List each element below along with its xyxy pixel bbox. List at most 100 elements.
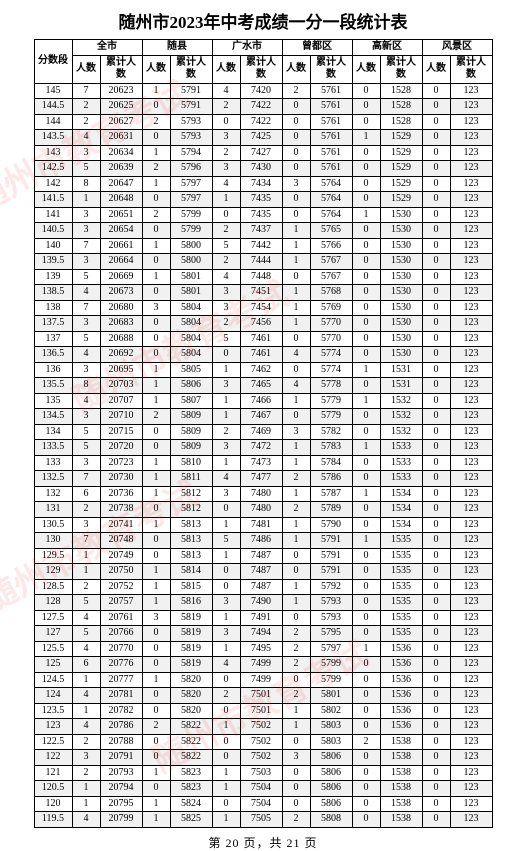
col-district: 高新区 <box>352 40 422 56</box>
cell-count: 2 <box>72 579 100 595</box>
cell-segment: 120.5 <box>34 781 72 797</box>
cell-count: 0 <box>142 424 170 440</box>
cell-count: 4 <box>72 130 100 146</box>
cell-count: 0 <box>352 347 380 363</box>
cell-count: 0 <box>142 688 170 704</box>
cell-cum: 7425 <box>240 130 282 146</box>
cell-count: 1 <box>72 564 100 580</box>
cell-count: 4 <box>282 378 310 394</box>
cell-segment: 141 <box>34 207 72 223</box>
cell-cum: 20777 <box>100 672 142 688</box>
cell-count: 2 <box>72 114 100 130</box>
cell-count: 0 <box>282 610 310 626</box>
cell-cum: 5764 <box>310 192 352 208</box>
cell-segment: 135 <box>34 393 72 409</box>
cell-count: 0 <box>212 207 240 223</box>
cell-count: 0 <box>422 688 450 704</box>
cell-count: 0 <box>142 192 170 208</box>
cell-segment: 123.5 <box>34 703 72 719</box>
cell-cum: 5766 <box>310 238 352 254</box>
cell-cum: 1534 <box>380 502 422 518</box>
table-head: 分数段 全市 随县 广水市 曾都区 高新区 风景区 人数累计人数人数累计人数人数… <box>34 40 492 84</box>
cell-count: 1 <box>352 486 380 502</box>
cell-count: 3 <box>212 486 240 502</box>
cell-cum: 5794 <box>170 145 212 161</box>
cell-cum: 7442 <box>240 238 282 254</box>
cell-count: 0 <box>352 285 380 301</box>
cell-cum: 123 <box>450 393 492 409</box>
cell-count: 0 <box>422 533 450 549</box>
cell-cum: 5791 <box>170 83 212 99</box>
cell-segment: 125.5 <box>34 641 72 657</box>
cell-count: 0 <box>212 114 240 130</box>
cell-cum: 5765 <box>310 223 352 239</box>
table-row: 125.5420770058191749525797115360123 <box>34 641 492 657</box>
cell-count: 1 <box>352 533 380 549</box>
cell-count: 0 <box>422 734 450 750</box>
cell-count: 0 <box>422 595 450 611</box>
cell-cum: 7499 <box>240 672 282 688</box>
cell-count: 0 <box>422 145 450 161</box>
cell-count: 0 <box>212 734 240 750</box>
cell-cum: 20695 <box>100 362 142 378</box>
cell-cum: 1533 <box>380 471 422 487</box>
cell-count: 0 <box>352 114 380 130</box>
table-row: 129.5120749058131748705791015350123 <box>34 548 492 564</box>
cell-count: 2 <box>142 114 170 130</box>
cell-count: 0 <box>422 626 450 642</box>
cell-count: 4 <box>72 641 100 657</box>
cell-count: 0 <box>212 347 240 363</box>
cell-cum: 7469 <box>240 424 282 440</box>
cell-count: 0 <box>422 409 450 425</box>
col-count: 人数 <box>282 55 310 83</box>
cell-count: 1 <box>72 796 100 812</box>
cell-count: 1 <box>142 796 170 812</box>
cell-count: 1 <box>142 595 170 611</box>
cell-cum: 1528 <box>380 83 422 99</box>
cell-cum: 5770 <box>310 331 352 347</box>
cell-count: 0 <box>282 672 310 688</box>
cell-count: 0 <box>422 564 450 580</box>
col-district: 全市 <box>72 40 142 56</box>
cell-segment: 133.5 <box>34 440 72 456</box>
cell-count: 0 <box>212 672 240 688</box>
cell-count: 3 <box>72 223 100 239</box>
cell-cum: 20715 <box>100 424 142 440</box>
cell-count: 0 <box>422 703 450 719</box>
cell-count: 1 <box>212 610 240 626</box>
cell-count: 0 <box>422 672 450 688</box>
cell-count: 2 <box>212 223 240 239</box>
cell-count: 1 <box>282 533 310 549</box>
cell-cum: 20738 <box>100 502 142 518</box>
cell-count: 0 <box>282 114 310 130</box>
cell-cum: 123 <box>450 238 492 254</box>
cell-segment: 128.5 <box>34 579 72 595</box>
cell-count: 2 <box>142 207 170 223</box>
cell-segment: 125 <box>34 657 72 673</box>
cell-cum: 1532 <box>380 424 422 440</box>
cell-cum: 7461 <box>240 331 282 347</box>
cell-cum: 7505 <box>240 812 282 828</box>
cell-cum: 7461 <box>240 347 282 363</box>
cell-segment: 138.5 <box>34 285 72 301</box>
cell-count: 2 <box>212 316 240 332</box>
cell-count: 1 <box>282 223 310 239</box>
cell-cum: 7490 <box>240 595 282 611</box>
cell-cum: 5770 <box>310 316 352 332</box>
cell-count: 0 <box>352 223 380 239</box>
cell-count: 5 <box>72 269 100 285</box>
cell-cum: 5797 <box>170 176 212 192</box>
cell-cum: 20680 <box>100 300 142 316</box>
cell-cum: 1528 <box>380 99 422 115</box>
cell-cum: 20631 <box>100 130 142 146</box>
cell-cum: 5811 <box>170 471 212 487</box>
cell-cum: 5791 <box>310 548 352 564</box>
cell-segment: 140 <box>34 238 72 254</box>
cell-cum: 1536 <box>380 672 422 688</box>
cell-cum: 20692 <box>100 347 142 363</box>
cell-cum: 5824 <box>170 796 212 812</box>
cell-count: 1 <box>282 238 310 254</box>
cell-cum: 20788 <box>100 734 142 750</box>
cell-segment: 123 <box>34 719 72 735</box>
cell-count: 0 <box>142 703 170 719</box>
